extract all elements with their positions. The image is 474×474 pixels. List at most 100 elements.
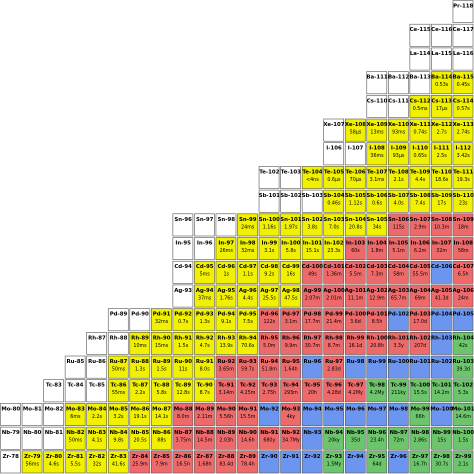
nuclide-cell: Zr-96 [388,450,409,474]
nuclide-cell: Rh-92 4.7s [194,331,215,355]
nuclide-name: Mo-83 [66,406,85,412]
cell-box [107,379,129,403]
nuclide-name: Ru-86 [88,359,106,365]
nuclide-cell: Ru-97 2.83d [323,355,345,379]
cell-box [409,284,431,308]
cell-box [388,118,409,142]
nuclide-cell: Nb-93 [301,426,323,450]
cell-box [258,166,280,189]
cell-box [237,260,258,284]
half-life: 12.8s [177,390,191,396]
nuclide-name: I-112 [455,146,471,152]
nuclide-name: Zr-78 [3,454,20,460]
nuclide-name: Nb-86 [153,430,171,436]
cell-box [280,260,301,284]
nuclide-cell: Ag-93 [172,284,194,308]
cell-box [344,450,366,474]
half-life: 7.3m [371,272,384,278]
half-life: 70.6s [241,343,255,349]
nuclide-cell: Xe-112 2.7s [431,118,453,142]
nuclide-cell: Sb-101 [259,189,280,213]
cell-box [344,189,366,213]
cell-box [0,450,21,474]
nuclide-name: Tc-90 [197,383,213,389]
cell-box [431,166,452,189]
half-life: 25.9m [132,461,148,467]
half-life: 6.5h [458,272,469,278]
cell-box [107,355,129,379]
nuclide-name: Sb-106 [366,193,387,199]
half-life: 16.7h [413,461,427,467]
half-life: 5.0m [263,343,276,349]
half-life: 2.7s [437,130,448,136]
nuclide-cell: Mo-94 [301,403,323,426]
half-life: 69m [415,295,426,301]
nuclide-name: Zr-96 [390,454,407,460]
cell-box [194,331,215,355]
half-life: 122s [263,319,275,325]
nuclide-cell: Te-109 4.4s [409,166,430,189]
cell-box [323,118,345,142]
half-life: 34.7My [282,438,300,444]
nuclide-name: Te-110 [432,169,452,175]
nuclide-cell: Cd-95 5ms [194,260,215,284]
half-life: 55ms [112,390,126,396]
half-life: 4.1s [92,438,103,444]
nuclide-name: Nb-87 [174,430,192,436]
nuclide-cell: Nb-96 23.4h [366,426,388,450]
cell-box [151,331,172,355]
cell-box [237,379,258,403]
cell-box [129,355,151,379]
nuclide-name: In-106 [410,241,430,247]
half-life: 1.16s [263,224,277,230]
cell-box [129,450,151,474]
cell-box [280,213,301,237]
nuclide-name: Ce-117 [453,27,474,33]
nuclide-cell: In-95 [172,237,194,261]
cell-box [0,426,21,450]
nuclide-cell: Te-108 2.1s [388,166,409,189]
half-life: 8.7s [200,390,211,396]
nuclide-cell: Ru-101 [409,355,431,379]
nuclide-cell: Te-105 0.6µs [323,166,344,189]
cell-box [64,355,86,379]
half-life: 1.3s [200,319,211,325]
nuclide-cell: Mo-84 2.2s [86,403,108,426]
nuclide-name: Ba-113 [410,75,431,81]
cell-box [301,189,323,213]
cell-box [409,450,431,474]
nuclide-name: Te-104 [302,169,322,175]
nuclide-name: Pd-102 [388,312,410,318]
cell-box [323,260,345,284]
nuclide-cell: Nb-94 20ky [323,426,345,450]
cell-box [409,237,431,261]
nuclide-cell: Xe-107 [323,118,345,142]
cell-box [172,355,194,379]
half-life: 20.5s [133,438,147,444]
half-life: 88s [157,438,166,444]
nuclide-name: Sn-96 [174,217,192,223]
nuclide-cell: Nb-79 [0,426,21,450]
half-life: 1.36m [326,272,342,278]
cell-box [431,379,452,403]
nuclide-cell: Mo-97 [366,403,388,426]
nuclide-name: Cs-111 [388,98,409,104]
half-life: 3.75m [175,438,191,444]
cell-box [172,331,194,355]
nuclide-name: Ag-96 [239,288,257,294]
nuclide-name: Cd-101 [323,264,345,270]
nuclide-cell: Zr-94 [344,450,366,474]
cell-box [388,237,409,261]
nuclide-cell: Pd-89 [107,308,129,332]
half-life: 20ky [328,438,340,444]
cell-box [452,142,474,166]
nuclide-name: Rh-93 [217,335,235,341]
nuclide-name: I-108 [369,146,385,152]
